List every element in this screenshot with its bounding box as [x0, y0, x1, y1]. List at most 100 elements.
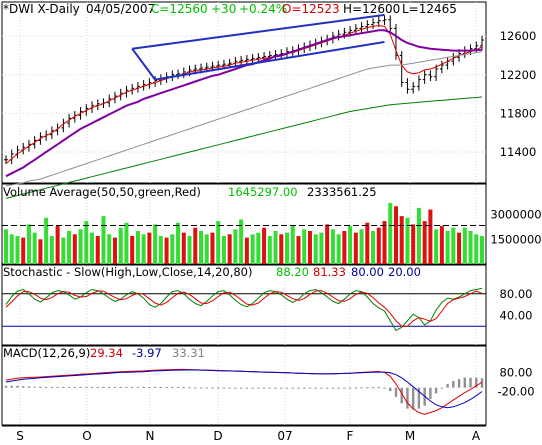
macd-histogram-bar [85, 386, 88, 388]
macd-histogram-bar [113, 386, 117, 388]
volume-bar [90, 232, 95, 264]
macd-value-2: -3.97 [132, 346, 162, 360]
macd-histogram-bar [96, 386, 99, 388]
macd-histogram-bar [125, 386, 128, 388]
volume-bar [451, 227, 456, 264]
volume-bar [479, 235, 485, 264]
macd-histogram-bar [188, 387, 191, 389]
volume-bar [434, 229, 439, 264]
volume-bar [158, 235, 163, 264]
volume-bar [382, 221, 387, 264]
volume-bar [342, 231, 347, 264]
volume-bar [399, 216, 404, 264]
macd-histogram-bar [251, 387, 254, 389]
volume-bar [198, 231, 203, 264]
panel-frame-stoch [1, 264, 487, 346]
panel-frame-vol [1, 183, 487, 265]
volume-bar [273, 231, 278, 264]
volume-panel [2, 202, 486, 264]
x-tick-label: O [82, 429, 91, 443]
volume-bar [227, 234, 232, 264]
volume-bar [393, 206, 398, 264]
macd-histogram-bar [136, 386, 140, 388]
volume-bar [262, 227, 267, 264]
macd-histogram-bar [228, 387, 231, 389]
volume-bar [244, 237, 249, 264]
volume-bar [279, 234, 284, 264]
macd-histogram-bar [176, 386, 180, 388]
macd-histogram-bar [394, 387, 398, 397]
volume-bar [325, 224, 330, 264]
macd-histogram-bar [142, 386, 145, 388]
volume-bar [170, 234, 175, 264]
volume-bar [445, 231, 450, 264]
volume-bar [193, 227, 198, 264]
volume-bar [107, 234, 112, 264]
macd-histogram-bar [389, 387, 392, 392]
volume-bar [147, 232, 152, 264]
volume-bar [135, 231, 140, 264]
volume-bar [95, 235, 100, 264]
open-value: O=12523 [282, 2, 340, 16]
volume-bar [439, 226, 444, 264]
macd-signal-blue-line [5, 369, 483, 409]
volume-bar [359, 229, 364, 264]
volume-bar [55, 226, 60, 264]
stochastic-value-3: 80.00 [351, 265, 384, 279]
stochastic-y-tick: 80.00 [500, 287, 533, 301]
volume-bar [290, 226, 295, 264]
stochastic-k-green-line [5, 287, 483, 332]
volume-bar [365, 222, 370, 264]
x-tick-label: S [16, 429, 24, 443]
macd-histogram-bar [62, 386, 65, 388]
trend-line-upper [132, 13, 385, 50]
volume-bar [221, 235, 226, 264]
macd-histogram-bar [182, 387, 185, 389]
macd-histogram-bar [33, 386, 36, 388]
macd-value-3: 33.31 [172, 346, 205, 360]
volume-bar [181, 232, 186, 264]
panel-frame-price [1, 1, 487, 184]
stochastic-value-2: 81.33 [313, 265, 346, 279]
macd-histogram-bar [377, 387, 380, 389]
macd-histogram-bar [446, 383, 449, 388]
volume-bar [285, 232, 290, 264]
macd-histogram-bar [457, 379, 461, 388]
macd-histogram-bar [303, 387, 306, 389]
trend-line-left [131, 48, 156, 81]
axis-labels: S O N D 07 F M A 11400 11800 12200 12600 3000000 1500… [16, 29, 541, 443]
macd-histogram-bar [22, 386, 25, 388]
stochastic-y-tick: 40.00 [500, 308, 533, 322]
volume-bar [101, 216, 106, 264]
volume-bar [457, 232, 462, 264]
macd-histogram-bar [480, 378, 484, 388]
macd-histogram-bar [211, 387, 214, 389]
volume-bar [141, 234, 146, 264]
volume-avg-red: 2333561.25 [307, 185, 377, 199]
volume-avg-green: 1645297.00 [228, 185, 298, 199]
macd-histogram-bar [429, 387, 432, 400]
volume-bar [49, 235, 54, 264]
macd-histogram-bar [245, 387, 249, 389]
volume-bar [187, 235, 192, 264]
stochastic-d-red-line [5, 290, 483, 327]
stochastic-value-4: 20.00 [388, 265, 421, 279]
volume-bar [330, 229, 335, 264]
volume-bar [210, 232, 215, 264]
macd-histogram-bar [348, 387, 352, 389]
macd-histogram-bar [411, 387, 415, 410]
macd-histogram-bar [366, 387, 369, 389]
volume-bar [61, 237, 66, 264]
macd-histogram-bar [268, 387, 272, 389]
macd-histogram-bar [262, 387, 266, 389]
macd-macd-red-line [5, 368, 483, 415]
volume-bar [176, 222, 181, 264]
macd-histogram-bar [469, 377, 472, 388]
volume-bar [353, 232, 358, 264]
macd-histogram-bar [194, 387, 197, 389]
price-y-tick: 11800 [500, 106, 537, 120]
volume-bar [405, 217, 410, 264]
price-ma-red-line [5, 24, 483, 164]
volume-bar [216, 221, 221, 264]
